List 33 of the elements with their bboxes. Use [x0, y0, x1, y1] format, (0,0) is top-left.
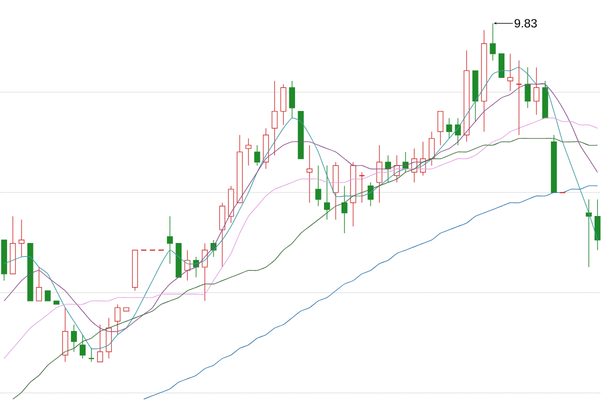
candlestick [358, 172, 366, 204]
candlestick [376, 144, 382, 204]
candlestick [341, 185, 348, 234]
candlestick [18, 219, 25, 258]
candlestick [44, 290, 51, 302]
annotation: 9.83 [514, 19, 537, 28]
candlestick [524, 66, 531, 108]
candlestick [166, 216, 173, 264]
candlestick [306, 144, 312, 204]
candlestick [498, 53, 504, 78]
candlestick [106, 318, 112, 359]
candlestick [114, 304, 121, 336]
candlestick [516, 60, 522, 136]
candlestick [289, 80, 296, 118]
candlestick [272, 80, 278, 156]
candlestick [594, 199, 600, 250]
candlestick [70, 324, 77, 352]
candlestick [36, 266, 42, 302]
candlestick [533, 66, 540, 116]
candlestick [184, 250, 190, 281]
candlestick [446, 118, 452, 139]
candlestick [324, 165, 330, 220]
candlestick [315, 165, 322, 206]
candlestick [245, 138, 252, 166]
candlestick [254, 144, 260, 166]
candlestick [80, 334, 86, 359]
candlestick [454, 118, 461, 146]
candlestick [428, 131, 435, 166]
candlestick [62, 307, 68, 362]
candlestick [507, 53, 514, 92]
candlestick [97, 324, 104, 362]
candlestick [437, 110, 444, 146]
candlestick [280, 84, 286, 126]
